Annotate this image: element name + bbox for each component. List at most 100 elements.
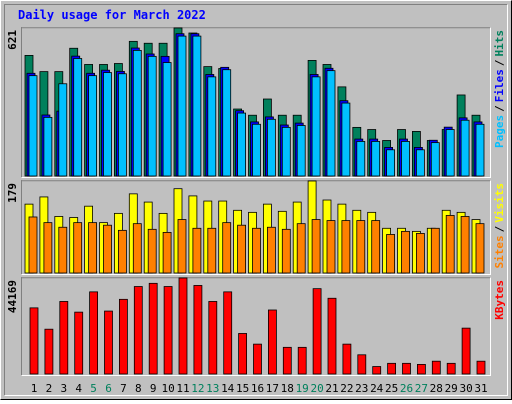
bar: [177, 219, 187, 274]
bar: [446, 362, 456, 375]
bar: [222, 69, 232, 177]
x-tick-label: 27: [415, 382, 428, 395]
x-tick-label: 15: [236, 382, 249, 395]
bar: [281, 228, 291, 274]
bar: [88, 222, 97, 274]
bar: [147, 228, 157, 274]
bar: [132, 223, 142, 274]
bar: [73, 222, 83, 274]
bar: [475, 223, 485, 274]
chart-title: Daily usage for March 2022: [18, 8, 206, 22]
bar: [387, 362, 397, 375]
bar: [415, 149, 425, 177]
legend-entry: Hits: [493, 30, 506, 57]
bar: [311, 76, 321, 177]
bar: [281, 126, 291, 177]
x-tick-label: 10: [161, 382, 174, 395]
x-tick-label: 18: [281, 382, 294, 395]
x-tick-label: 6: [105, 382, 112, 395]
x-tick-label: 12: [191, 382, 204, 395]
bar: [296, 125, 306, 177]
bar: [162, 62, 172, 177]
x-tick-label: 3: [60, 382, 67, 395]
x-tick-label: 22: [340, 382, 353, 395]
bar: [208, 301, 218, 375]
bar: [401, 141, 410, 177]
x-tick-label: 4: [75, 382, 82, 395]
bar: [237, 224, 247, 274]
bar: [430, 142, 440, 177]
x-tick-label: 1: [31, 382, 38, 395]
bar: [148, 282, 158, 375]
legend: Pages / Files / Hits: [493, 30, 506, 148]
bar: [59, 301, 69, 375]
bar: [415, 233, 425, 274]
bar: [386, 234, 396, 274]
bar: [460, 216, 470, 274]
bar: [103, 224, 112, 274]
bar: [28, 216, 38, 274]
panel-border-light: [21, 180, 491, 275]
frame-inner-dark: [4, 4, 508, 396]
x-tick-label: 31: [474, 382, 487, 395]
bar: [342, 343, 352, 375]
bar: [133, 286, 143, 375]
bar: [475, 123, 485, 177]
bar: [401, 230, 410, 274]
bar: [192, 35, 202, 177]
bar: [416, 363, 426, 375]
bar: [327, 297, 337, 375]
legend-entry: Files: [493, 69, 506, 102]
bar: [44, 328, 54, 375]
legend-separator: /: [493, 59, 506, 66]
legend-entry: KBytes: [493, 280, 506, 320]
bar: [119, 298, 128, 375]
bar: [162, 231, 172, 274]
bar: [192, 227, 202, 274]
bar: [445, 129, 455, 177]
legend-entry: Visits: [493, 183, 506, 223]
y-tick-label: 621: [6, 30, 19, 50]
bar: [445, 215, 455, 274]
x-tick-label: 30: [459, 382, 472, 395]
x-tick-label: 8: [135, 382, 142, 395]
x-tick-label: 28: [430, 382, 443, 395]
y-tick-label: 44169: [6, 280, 19, 313]
bar: [118, 73, 127, 177]
y-tick-label: 179: [6, 183, 19, 203]
bar: [73, 58, 83, 177]
bar: [207, 76, 217, 177]
bar: [326, 70, 336, 177]
bar: [29, 307, 39, 375]
bar: [266, 226, 276, 274]
bar: [103, 72, 112, 177]
bar: [267, 309, 277, 375]
bar: [43, 116, 53, 177]
bar: [222, 222, 232, 274]
legend-separator: /: [493, 105, 506, 112]
bar: [356, 141, 366, 177]
bar: [282, 346, 292, 375]
bar: [178, 277, 188, 375]
bar: [104, 310, 113, 375]
panel-border-light: [21, 277, 491, 376]
bar: [372, 366, 382, 375]
bar: [476, 360, 486, 375]
bar: [461, 327, 471, 375]
legend-entry: Pages: [493, 115, 506, 148]
x-tick-label: 16: [251, 382, 264, 395]
bar: [386, 149, 396, 177]
x-tick-label: 13: [206, 382, 219, 395]
x-tick-label: 24: [370, 382, 384, 395]
x-tick-label: 20: [310, 382, 323, 395]
bar: [296, 223, 306, 274]
x-tick-label: 11: [176, 382, 189, 395]
bar: [253, 343, 262, 375]
bar: [357, 354, 367, 375]
bar: [326, 220, 336, 274]
bar: [89, 291, 98, 375]
x-tick-label: 26: [400, 382, 413, 395]
bar: [58, 226, 68, 274]
bar: [297, 346, 307, 375]
